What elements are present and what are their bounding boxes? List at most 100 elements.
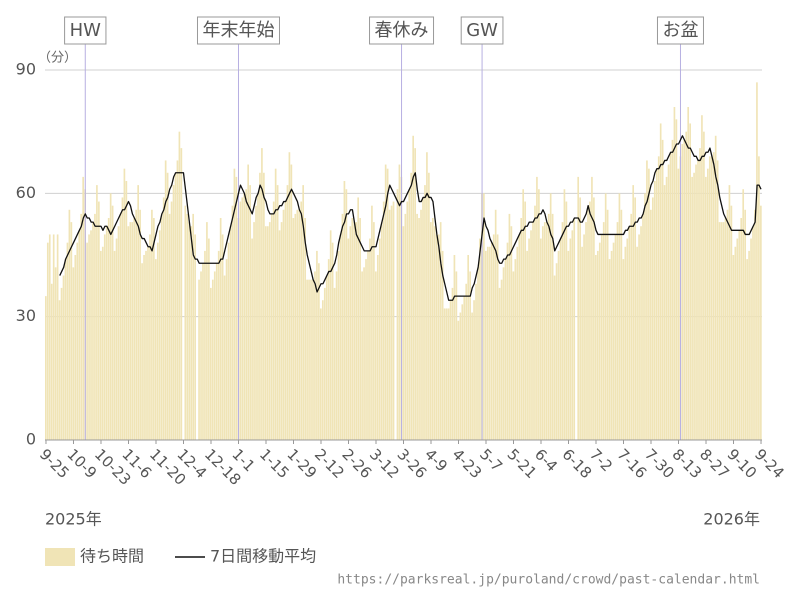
bar [263,172,265,440]
annotation-box [369,16,435,45]
bar [90,230,92,440]
bar [724,218,727,440]
bar [549,193,552,440]
bar [321,300,324,440]
bar [176,160,179,440]
bar [268,222,271,440]
bar [80,213,83,440]
bar [253,222,255,440]
bar [211,279,214,440]
bar [219,218,222,440]
bar [217,250,220,440]
annotation: お盆 [656,16,704,45]
bar [345,189,348,440]
bar [583,234,585,440]
bar [180,148,183,440]
year-label: 2025年 [45,510,102,529]
bar [341,213,344,440]
bar [186,213,189,440]
bar [508,213,511,440]
bar [545,222,548,440]
bar [536,176,538,440]
bar [418,218,420,440]
legend-swatch [45,548,75,566]
bar [153,218,155,440]
bar [270,213,273,440]
bar [732,255,735,440]
bar [589,201,591,440]
bar [119,213,122,440]
bar [596,250,599,440]
bar [526,250,528,440]
bar [422,197,424,440]
bar [555,263,558,440]
bar [420,209,422,440]
bar [300,201,303,440]
bar [443,308,446,440]
bar [699,148,701,440]
bar [752,226,754,440]
bar [738,230,741,440]
bar [689,123,691,440]
bar [101,246,104,440]
bar [463,296,466,440]
bar [213,271,216,440]
bar [288,152,291,440]
bar [82,176,84,440]
bar [125,181,128,440]
bar [265,226,267,440]
bar [516,246,519,440]
bar [208,238,210,440]
bar [710,156,713,441]
bar [644,193,646,440]
bar [312,279,314,440]
bar [561,222,564,440]
annotation: HW [64,16,107,45]
bar [396,189,399,440]
x-tick-label: 8-27 [696,445,733,482]
bar [563,189,566,440]
bar [518,234,521,440]
bar [210,287,212,440]
bar [333,287,336,440]
bar [412,135,415,440]
bar [500,279,503,440]
bar [255,205,257,440]
bar [48,234,51,440]
bar [642,213,644,440]
x-tick-label: 1-29 [283,445,320,482]
bar [282,209,285,440]
bar [620,209,623,440]
bar [192,213,194,440]
bar [461,304,464,440]
bar [365,259,367,440]
bar [188,222,191,440]
bar [98,201,100,440]
bar [705,176,707,440]
bar [616,222,619,440]
bar [94,213,96,440]
annotation-label: 年末年始 [202,20,274,41]
bar [200,271,202,440]
x-tick-label: 9-10 [724,445,761,482]
bar [308,279,310,440]
bar [553,275,556,440]
bar [361,271,363,440]
bar [406,201,409,440]
bar [494,209,497,440]
bar [626,238,629,440]
bar [760,205,762,440]
bar [703,131,705,440]
bar [447,308,450,440]
bar [663,185,666,440]
bar [349,226,352,440]
bar [168,213,171,440]
bar [172,185,175,440]
bar [648,168,650,440]
bar [441,250,444,440]
bar [68,209,71,440]
x-tick-label: 7-16 [614,445,651,482]
x-tick-label: 9-25 [36,445,73,482]
bar [431,218,434,440]
bar [567,250,570,440]
